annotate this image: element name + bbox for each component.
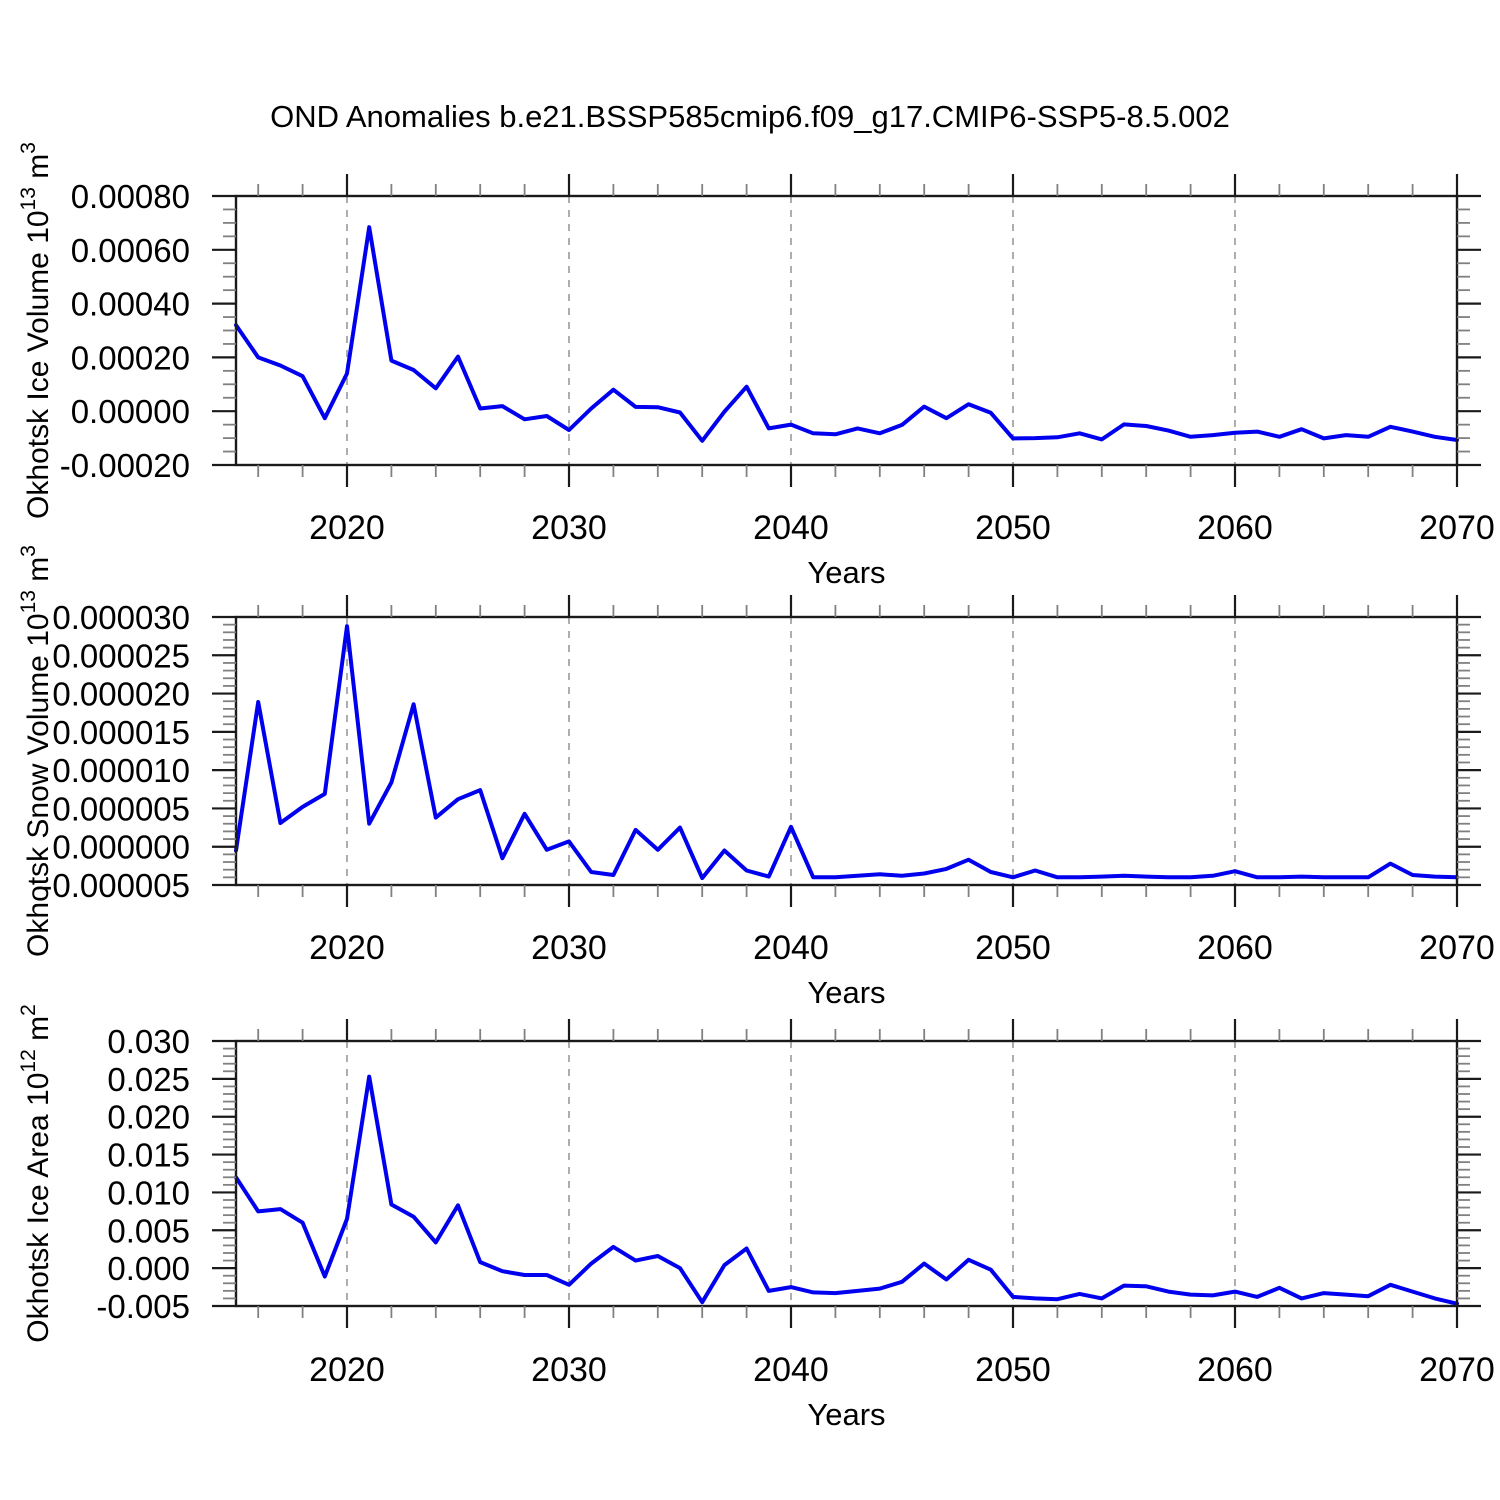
y-tick-label: 0.000000 — [52, 829, 190, 866]
x-tick-label: 2030 — [531, 1351, 607, 1389]
panels-group: 2020 2030 2040 2050 2060 2070 0.00080 0.00060 0.… — [17, 142, 1495, 1432]
x-tick-label: 2020 — [309, 509, 385, 547]
x-axis-label: Years — [807, 555, 885, 590]
y-axis-title: Okhotsk Ice Volume 1013 m3 — [17, 142, 55, 519]
y-tick-label: 0.00080 — [71, 178, 190, 215]
data-line-okhotsk-ice-volume — [234, 225, 1459, 443]
y-tick-label: 0.000010 — [52, 752, 190, 789]
y-tick-label: 0.00060 — [71, 232, 190, 269]
x-tick-label: 2060 — [1197, 929, 1273, 967]
y-tick-label: 0.000025 — [52, 637, 190, 674]
x-tick-label: 2050 — [975, 929, 1051, 967]
y-axis-title: Okhotsk Ice Area 1012 m2 — [17, 1004, 55, 1343]
y-tick-label: 0.000005 — [52, 790, 190, 827]
x-tick-label: 2070 — [1419, 929, 1495, 967]
x-tick-label: 2070 — [1419, 509, 1495, 547]
y-tick-label: 0.00020 — [71, 339, 190, 376]
x-axis-label: Years — [807, 1397, 885, 1432]
plot-frame — [234, 194, 1459, 467]
y-tick-label: -0.005 — [96, 1288, 190, 1325]
x-tick-label: 2070 — [1419, 1351, 1495, 1389]
y-tick-label: 0.015 — [107, 1137, 190, 1174]
y-tick-label: 0.020 — [107, 1099, 190, 1136]
y-tick-label: 0.025 — [107, 1061, 190, 1098]
x-tick-label: 2050 — [975, 509, 1051, 547]
x-tick-label: 2040 — [753, 1351, 829, 1389]
y-tick-label: 0.00000 — [71, 393, 190, 430]
chart-title: OND Anomalies b.e21.BSSP585cmip6.f09_g17… — [270, 99, 1230, 134]
x-tick-label: 2040 — [753, 929, 829, 967]
data-line-okhotsk-snow-volume — [234, 624, 1459, 881]
x-tick-label: 2030 — [531, 509, 607, 547]
panel-okhotsk-snow-volume: 2020 2030 2040 2050 2060 2070 0.0000300.000025… — [17, 545, 1495, 1010]
data-line-okhotsk-ice-area — [234, 1074, 1459, 1306]
x-tick-label: 2040 — [753, 509, 829, 547]
plot-frame — [234, 1039, 1459, 1308]
x-tick-label: 2060 — [1197, 509, 1273, 547]
y-tick-label: 0.000015 — [52, 714, 190, 751]
x-tick-label: 2020 — [309, 1351, 385, 1389]
x-tick-label: 2050 — [975, 1351, 1051, 1389]
y-tick-label: -0.000005 — [41, 867, 190, 904]
panel-okhotsk-ice-volume: 2020 2030 2040 2050 2060 2070 0.00080 0.00060 0.… — [17, 142, 1495, 590]
y-tick-label: -0.00020 — [60, 447, 190, 484]
plot-frame — [234, 615, 1459, 887]
y-tick-label: 0.030 — [107, 1023, 190, 1060]
y-tick-label: 0.000030 — [52, 599, 190, 636]
x-tick-label: 2030 — [531, 929, 607, 967]
x-tick-label: 2020 — [309, 929, 385, 967]
y-tick-label: 0.005 — [107, 1212, 190, 1249]
y-tick-label: 0.00040 — [71, 286, 190, 323]
y-tick-label: 0.000 — [107, 1250, 190, 1287]
panel-okhotsk-ice-area: 2020 2030 2040 2050 2060 20700.0300.0250.0200… — [17, 1004, 1495, 1432]
x-tick-label: 2060 — [1197, 1351, 1273, 1389]
y-tick-label: 0.000020 — [52, 676, 190, 713]
y-tick-label: 0.010 — [107, 1174, 190, 1211]
y-axis-title: Okhotsk Snow Volume 1013 m3 — [17, 545, 55, 957]
x-axis-label: Years — [807, 975, 885, 1010]
